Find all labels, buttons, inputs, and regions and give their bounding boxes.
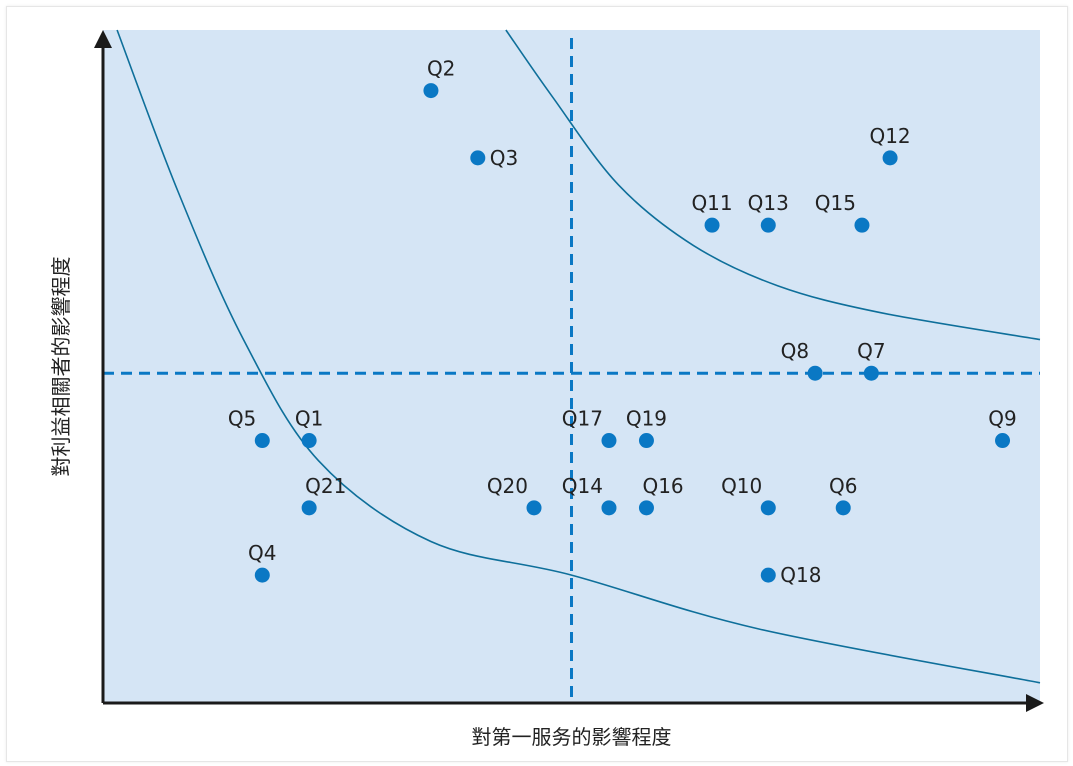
- point-marker: [470, 150, 486, 166]
- point-label: Q16: [642, 474, 683, 498]
- boundary-curves: [116, 29, 1041, 684]
- point-label: Q17: [562, 407, 603, 431]
- point-q10: Q10: [721, 474, 776, 516]
- point-q14: Q14: [562, 474, 617, 516]
- point-label: Q2: [427, 57, 455, 81]
- point-label: Q20: [487, 474, 528, 498]
- point-marker: [704, 217, 720, 233]
- point-q4: Q4: [248, 541, 277, 583]
- point-marker: [254, 567, 270, 583]
- point-q17: Q17: [562, 407, 617, 449]
- point-label: Q13: [748, 191, 789, 215]
- point-q3: Q3: [470, 146, 518, 170]
- point-marker: [638, 500, 654, 516]
- y-axis-arrow: [94, 30, 112, 48]
- point-marker: [301, 433, 317, 449]
- x-axis-arrow: [1026, 694, 1044, 712]
- point-label: Q4: [248, 541, 276, 565]
- point-q5: Q5: [228, 407, 270, 449]
- point-label: Q9: [988, 407, 1016, 431]
- point-q12: Q12: [869, 124, 911, 166]
- point-label: Q15: [815, 191, 856, 215]
- point-q8: Q8: [781, 339, 823, 381]
- point-label: Q19: [626, 407, 667, 431]
- point-label: Q12: [869, 124, 910, 148]
- boundary-curve-2: [505, 29, 1041, 341]
- point-q2: Q2: [423, 57, 455, 99]
- point-q7: Q7: [857, 339, 886, 381]
- point-marker: [835, 500, 851, 516]
- point-marker: [995, 433, 1011, 449]
- point-marker: [882, 150, 898, 166]
- data-points: Q1 Q2 Q3 Q4 Q5 Q6 Q7 Q8 Q9 Q10 Q11 Q12 Q13 Q14 Q15 Q16 Q…: [228, 57, 1017, 588]
- point-q16: Q16: [638, 474, 684, 516]
- point-marker: [638, 433, 654, 449]
- point-marker: [863, 365, 879, 381]
- point-label: Q5: [228, 407, 256, 431]
- boundary-curve-1: [116, 29, 1041, 684]
- point-marker: [423, 83, 439, 99]
- point-q1: Q1: [295, 407, 323, 449]
- point-marker: [526, 500, 542, 516]
- point-label: Q7: [857, 339, 885, 363]
- point-marker: [760, 217, 776, 233]
- point-marker: [301, 500, 317, 516]
- point-label: Q18: [780, 563, 821, 587]
- point-label: Q6: [829, 474, 857, 498]
- point-q21: Q21: [301, 474, 346, 516]
- point-q9: Q9: [988, 407, 1017, 449]
- point-label: Q1: [295, 407, 323, 431]
- point-q18: Q18: [760, 563, 821, 587]
- point-label: Q8: [781, 339, 809, 363]
- point-q13: Q13: [748, 191, 789, 233]
- point-label: Q3: [490, 146, 518, 170]
- x-axis-title: 對第一服务的影響程度: [472, 725, 672, 749]
- point-q11: Q11: [691, 191, 733, 233]
- point-label: Q10: [721, 474, 762, 498]
- point-q15: Q15: [815, 191, 870, 233]
- point-marker: [254, 433, 270, 449]
- axes: [94, 30, 1044, 712]
- point-label: Q21: [305, 474, 346, 498]
- point-label: Q14: [562, 474, 603, 498]
- point-marker: [601, 500, 617, 516]
- point-label: Q11: [691, 191, 732, 215]
- point-q6: Q6: [829, 474, 857, 516]
- point-marker: [854, 217, 870, 233]
- point-q20: Q20: [487, 474, 542, 516]
- point-marker: [760, 500, 776, 516]
- point-q19: Q19: [626, 407, 667, 449]
- point-marker: [601, 433, 617, 449]
- point-marker: [807, 365, 823, 381]
- y-axis-title: 對利益相關者的影響程度: [49, 257, 73, 477]
- point-marker: [760, 567, 776, 583]
